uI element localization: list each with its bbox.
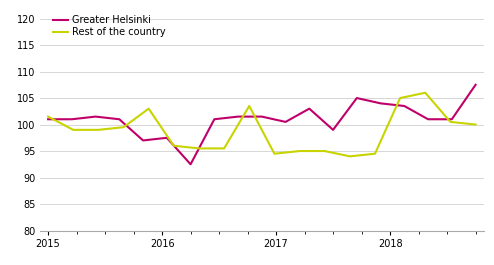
Greater Helsinki xyxy=(330,128,336,131)
Greater Helsinki xyxy=(306,107,312,110)
Rest of the country xyxy=(372,152,378,155)
Rest of the country xyxy=(171,144,177,147)
Rest of the country xyxy=(448,120,453,123)
Rest of the country xyxy=(45,115,51,118)
Line: Greater Helsinki: Greater Helsinki xyxy=(48,85,476,164)
Rest of the country xyxy=(322,149,328,153)
Greater Helsinki xyxy=(117,118,123,121)
Rest of the country xyxy=(70,128,76,131)
Rest of the country xyxy=(271,152,277,155)
Greater Helsinki xyxy=(401,104,407,108)
Greater Helsinki xyxy=(449,118,455,121)
Greater Helsinki xyxy=(45,118,51,121)
Line: Rest of the country: Rest of the country xyxy=(48,93,476,156)
Greater Helsinki xyxy=(473,83,479,86)
Rest of the country xyxy=(397,96,403,100)
Greater Helsinki xyxy=(140,139,146,142)
Rest of the country xyxy=(196,147,202,150)
Greater Helsinki xyxy=(69,118,75,121)
Greater Helsinki xyxy=(164,136,170,139)
Rest of the country xyxy=(296,149,302,153)
Greater Helsinki xyxy=(377,102,383,105)
Greater Helsinki xyxy=(354,96,360,100)
Greater Helsinki xyxy=(92,115,98,118)
Greater Helsinki xyxy=(283,120,288,123)
Rest of the country xyxy=(347,155,353,158)
Rest of the country xyxy=(422,91,428,94)
Rest of the country xyxy=(146,107,152,110)
Greater Helsinki xyxy=(211,118,217,121)
Rest of the country xyxy=(95,128,101,131)
Greater Helsinki xyxy=(235,115,241,118)
Rest of the country xyxy=(121,126,126,129)
Rest of the country xyxy=(247,104,252,108)
Greater Helsinki xyxy=(259,115,265,118)
Rest of the country xyxy=(473,123,479,126)
Greater Helsinki xyxy=(188,163,194,166)
Rest of the country xyxy=(221,147,227,150)
Legend: Greater Helsinki, Rest of the country: Greater Helsinki, Rest of the country xyxy=(53,15,165,37)
Greater Helsinki xyxy=(425,118,431,121)
